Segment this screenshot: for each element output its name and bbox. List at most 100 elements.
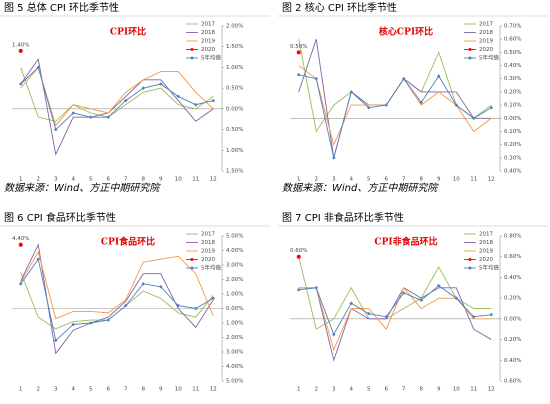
chart-panel: 图 6 CPI 食品环比季节性 5.00% 4.00% 3.00% 2.00% 1.00%… <box>0 211 270 393</box>
legend-label: 2019 <box>479 249 493 255</box>
x-tick-label: 10 <box>453 387 460 393</box>
series-line <box>20 58 214 156</box>
data-label: 0.60% <box>290 248 307 254</box>
point-marker <box>158 284 163 289</box>
y-tick-label: 0.10% <box>504 129 521 135</box>
x-tick-label: 12 <box>488 177 495 183</box>
series-line <box>298 39 492 158</box>
y-tick-label: 3.00% <box>226 263 243 269</box>
point-marker <box>158 82 163 86</box>
x-tick-label: 11 <box>470 177 477 183</box>
point-marker <box>193 306 198 311</box>
point-marker <box>176 94 181 99</box>
x-tick-label: 6 <box>107 387 111 393</box>
x-tick-label: 5 <box>89 177 93 183</box>
legend-label: 2018 <box>479 240 493 246</box>
y-tick-label: 2.00% <box>226 335 243 341</box>
legend-label: 2018 <box>479 30 493 36</box>
x-tick-label: 3 <box>54 387 58 393</box>
source-note: 数据来源：Wind、方正中期研究院 <box>4 182 161 194</box>
x-tick-label: 2 <box>37 177 41 183</box>
x-tick-label: 6 <box>385 177 389 183</box>
point-marker <box>106 318 111 322</box>
point-marker <box>419 100 424 105</box>
x-tick-label: 9 <box>159 177 163 183</box>
y-tick-label: 1.00% <box>226 65 243 71</box>
legend-label: 5年均值 <box>201 54 221 62</box>
point-marker <box>436 74 441 78</box>
y-tick-label: 0.30% <box>504 76 521 82</box>
legend-label: 2018 <box>201 30 215 36</box>
y-tick-label: 0.00% <box>504 316 521 322</box>
x-tick-label: 8 <box>420 177 424 183</box>
point-marker <box>296 288 301 292</box>
series-line <box>20 66 214 131</box>
point-marker <box>296 72 301 77</box>
x-tick-label: 10 <box>175 387 182 393</box>
point-marker <box>18 82 23 86</box>
x-tick-label: 3 <box>332 387 336 393</box>
y-tick-label: 0.50% <box>226 127 243 133</box>
legend-label: 2017 <box>201 22 215 28</box>
point-marker <box>106 115 111 119</box>
point-marker <box>123 303 128 308</box>
point-marker <box>331 156 336 160</box>
x-tick-label: 4 <box>72 387 76 393</box>
y-tick-label: 4.00% <box>226 248 243 254</box>
x-tick-label: 11 <box>192 387 199 393</box>
y-tick-label: 0.40% <box>504 358 521 364</box>
x-tick-label: 12 <box>210 177 217 183</box>
point-marker <box>141 282 146 286</box>
legend-label: 2017 <box>201 232 215 238</box>
legend-label: 2017 <box>479 232 493 238</box>
x-tick-label: 5 <box>89 387 93 393</box>
legend-label: 2017 <box>479 22 493 28</box>
legend-marker <box>468 48 472 51</box>
y-tick-label: 0.50% <box>226 86 243 92</box>
point-marker <box>331 332 336 337</box>
point-marker <box>141 86 146 90</box>
x-tick-label: 1 <box>297 177 301 183</box>
y-tick-label: 1.00% <box>226 321 243 327</box>
y-tick-label: 0.00% <box>226 106 243 112</box>
y-tick-label: 1.00% <box>226 292 243 298</box>
legend-label: 2018 <box>201 240 215 246</box>
point-marker <box>211 98 216 103</box>
x-tick-label: 12 <box>210 387 217 393</box>
annotation: 核心CPI环比 <box>379 26 433 38</box>
x-tick-label: 10 <box>175 177 182 183</box>
x-tick-label: 9 <box>159 387 163 393</box>
point-marker <box>349 90 354 94</box>
series-line <box>298 65 492 146</box>
series-line <box>20 67 214 122</box>
point-marker <box>18 242 23 247</box>
point-marker <box>88 115 93 119</box>
point-marker <box>211 296 216 301</box>
series-line <box>298 285 492 336</box>
y-tick-label: 0.50% <box>504 50 521 56</box>
x-tick-label: 3 <box>54 177 58 183</box>
chart-title: 图 5 总体 CPI 环比季节性 <box>4 1 119 14</box>
point-marker <box>88 321 93 325</box>
legend-label: 5年均值 <box>201 264 221 272</box>
y-tick-label: 0.40% <box>504 63 521 69</box>
point-marker <box>314 285 319 290</box>
y-tick-label: 3.00% <box>226 350 243 356</box>
legend-label: 2020 <box>201 257 215 263</box>
legend-marker <box>468 266 472 270</box>
y-tick-label: 0.70% <box>504 24 521 30</box>
x-tick-label: 3 <box>332 177 336 183</box>
point-marker <box>193 102 198 107</box>
x-tick-label: 1 <box>19 387 23 393</box>
y-tick-label: 1.50% <box>226 44 243 50</box>
annotation: CPI食品环比 <box>101 236 155 248</box>
legend-label: 2019 <box>201 39 215 45</box>
legend-marker <box>190 258 194 261</box>
legend-label: 2019 <box>201 249 215 255</box>
x-tick-label: 7 <box>402 177 406 183</box>
point-marker <box>384 103 389 107</box>
series-line <box>20 272 214 330</box>
x-tick-label: 2 <box>315 387 319 393</box>
point-marker <box>53 127 58 132</box>
